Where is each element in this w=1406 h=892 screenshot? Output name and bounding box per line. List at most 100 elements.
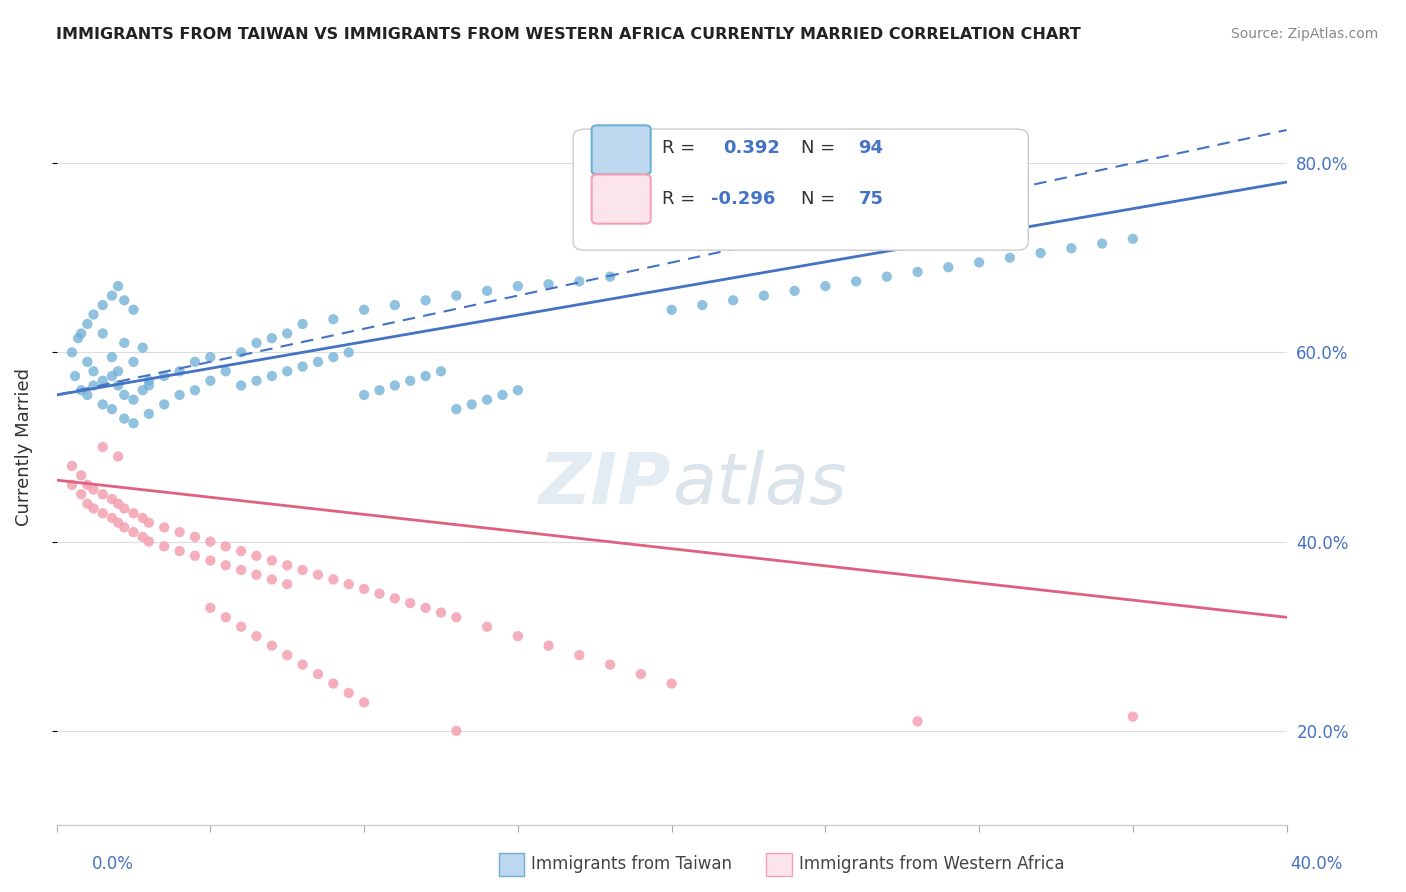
Point bbox=[76, 317, 98, 331]
Point bbox=[245, 549, 267, 563]
Point bbox=[112, 501, 135, 516]
Point bbox=[229, 620, 252, 634]
Point bbox=[783, 284, 806, 298]
Point bbox=[291, 563, 314, 577]
Point bbox=[91, 487, 114, 501]
Text: 40.0%: 40.0% bbox=[1291, 855, 1343, 873]
Point bbox=[491, 388, 513, 402]
Point bbox=[153, 369, 176, 384]
Point bbox=[138, 407, 160, 421]
Point bbox=[107, 279, 129, 293]
Point bbox=[337, 345, 360, 359]
Point bbox=[322, 350, 344, 364]
Text: ZIP: ZIP bbox=[540, 450, 672, 519]
Point bbox=[692, 298, 714, 312]
Point bbox=[430, 364, 453, 378]
Point bbox=[101, 511, 124, 525]
Point bbox=[83, 308, 105, 322]
Point bbox=[475, 620, 498, 634]
Point bbox=[184, 383, 207, 397]
Text: 94: 94 bbox=[859, 139, 883, 157]
Point bbox=[107, 364, 129, 378]
Point bbox=[107, 516, 129, 530]
Point bbox=[322, 676, 344, 690]
Point bbox=[399, 374, 422, 388]
Point bbox=[461, 397, 484, 411]
Point bbox=[907, 265, 929, 279]
Point bbox=[200, 534, 222, 549]
Point bbox=[998, 251, 1021, 265]
Point bbox=[122, 417, 145, 431]
Point bbox=[353, 696, 375, 710]
Point bbox=[76, 388, 98, 402]
Point bbox=[475, 284, 498, 298]
Point bbox=[83, 483, 105, 497]
Point bbox=[1029, 246, 1052, 260]
Point bbox=[415, 293, 437, 308]
Point bbox=[260, 573, 283, 587]
Point bbox=[122, 392, 145, 407]
Point bbox=[169, 364, 191, 378]
Point bbox=[506, 279, 529, 293]
Point bbox=[215, 364, 238, 378]
Point bbox=[101, 369, 124, 384]
Point bbox=[446, 723, 468, 738]
Text: 0.0%: 0.0% bbox=[91, 855, 134, 873]
Point bbox=[245, 629, 267, 643]
Point bbox=[91, 506, 114, 520]
Text: 0.392: 0.392 bbox=[723, 139, 780, 157]
Point bbox=[630, 667, 652, 681]
Point bbox=[169, 388, 191, 402]
Point bbox=[276, 648, 298, 662]
Text: Source: ZipAtlas.com: Source: ZipAtlas.com bbox=[1230, 27, 1378, 41]
Point bbox=[101, 402, 124, 417]
Point bbox=[70, 326, 93, 341]
Text: R =: R = bbox=[662, 139, 700, 157]
Point bbox=[291, 317, 314, 331]
Point bbox=[107, 450, 129, 464]
Point bbox=[153, 539, 176, 553]
Point bbox=[60, 345, 83, 359]
Point bbox=[184, 355, 207, 369]
Bar bbox=[499, 853, 524, 876]
Point bbox=[60, 478, 83, 492]
Point bbox=[245, 374, 267, 388]
Point bbox=[721, 293, 744, 308]
Point bbox=[384, 298, 406, 312]
Point bbox=[70, 487, 93, 501]
Text: atlas: atlas bbox=[672, 450, 846, 519]
Point bbox=[200, 600, 222, 615]
Point bbox=[67, 331, 90, 345]
Point bbox=[107, 378, 129, 392]
Point bbox=[260, 369, 283, 384]
Point bbox=[661, 676, 683, 690]
Point bbox=[76, 497, 98, 511]
Point bbox=[112, 520, 135, 534]
Point bbox=[229, 544, 252, 558]
Point bbox=[101, 288, 124, 302]
Point bbox=[276, 326, 298, 341]
Point bbox=[138, 516, 160, 530]
Point bbox=[153, 520, 176, 534]
Point bbox=[169, 525, 191, 540]
Point bbox=[661, 302, 683, 317]
Point bbox=[568, 648, 591, 662]
Point bbox=[322, 573, 344, 587]
Point bbox=[368, 383, 391, 397]
Point bbox=[1122, 232, 1144, 246]
Point bbox=[814, 279, 837, 293]
Point bbox=[415, 600, 437, 615]
Point bbox=[101, 491, 124, 506]
Point bbox=[291, 359, 314, 374]
Point bbox=[138, 534, 160, 549]
Text: IMMIGRANTS FROM TAIWAN VS IMMIGRANTS FROM WESTERN AFRICA CURRENTLY MARRIED CORRE: IMMIGRANTS FROM TAIWAN VS IMMIGRANTS FRO… bbox=[56, 27, 1081, 42]
Text: N =: N = bbox=[801, 190, 841, 208]
Text: Immigrants from Taiwan: Immigrants from Taiwan bbox=[531, 855, 733, 873]
Point bbox=[506, 383, 529, 397]
Point bbox=[752, 288, 775, 302]
Point bbox=[599, 657, 621, 672]
Point bbox=[276, 577, 298, 591]
Point bbox=[112, 411, 135, 425]
Point bbox=[845, 274, 868, 288]
Point bbox=[260, 331, 283, 345]
